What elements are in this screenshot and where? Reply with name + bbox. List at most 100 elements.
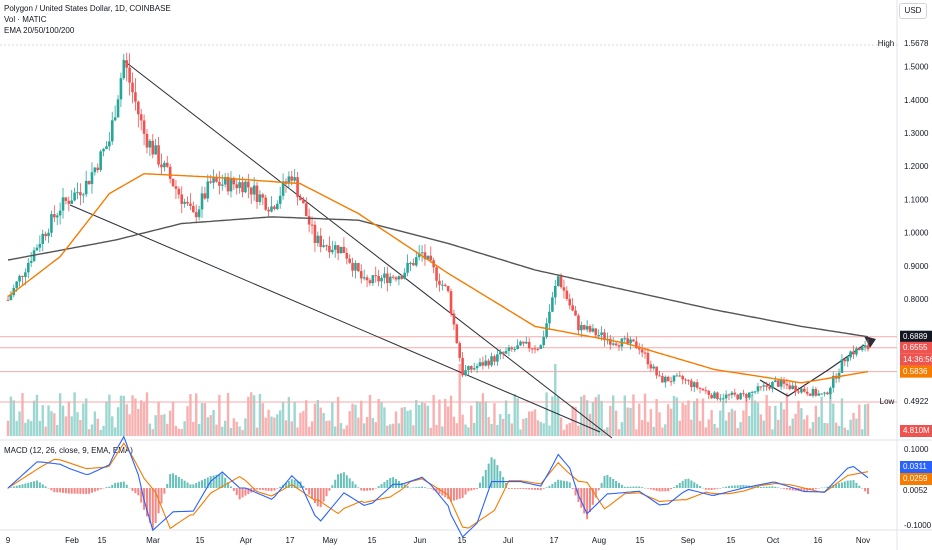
macd-histogram-bar: [568, 482, 571, 488]
candle: [756, 386, 760, 392]
volume-bar: [554, 364, 557, 436]
macd-histogram-bar: [591, 488, 594, 505]
macd-histogram-bar: [716, 488, 719, 489]
volume-bar: [646, 421, 650, 436]
volume-tag-bg: [900, 425, 932, 437]
channel-upper-trendline: [122, 59, 613, 439]
volume-bar: [316, 399, 320, 436]
candle: [316, 235, 320, 244]
candle: [739, 393, 742, 400]
macd-histogram-bar: [305, 488, 308, 491]
macd-histogram-bar: [198, 481, 201, 488]
candle: [313, 224, 317, 244]
ema-legend: EMA 20/50/100/200: [4, 26, 75, 35]
volume-bar: [386, 425, 389, 436]
macd-histogram-bar: [623, 486, 626, 488]
candle: [322, 245, 325, 247]
volume-bar: [568, 422, 571, 436]
time-axis-label: Apr: [240, 536, 253, 545]
macd-histogram-bar: [279, 486, 282, 488]
candle: [536, 348, 540, 350]
candle: [105, 146, 108, 149]
volume-bar: [137, 408, 140, 436]
ema-200-price-tag: 0.6889: [903, 332, 928, 341]
macd-histogram-bar: [858, 485, 861, 488]
macd-histogram-bar: [638, 486, 641, 488]
volume-bar: [470, 405, 473, 436]
macd-histogram-bar: [539, 488, 542, 491]
volume-bar: [209, 415, 212, 436]
volume-bar: [713, 423, 716, 436]
volume-bar: [771, 429, 774, 436]
volume-bar: [759, 414, 763, 436]
volume-bar: [44, 426, 47, 436]
macd-histogram-bar: [238, 488, 241, 500]
macd-histogram-bar: [334, 479, 337, 488]
volume-bar: [192, 422, 195, 436]
macd-histogram-bar: [852, 480, 855, 488]
candle: [203, 193, 207, 199]
macd-histogram-bar: [597, 488, 600, 491]
volume-bar: [354, 404, 357, 436]
macd-histogram-bar: [284, 482, 287, 488]
macd-histogram-bar: [302, 485, 305, 488]
volume-bar: [449, 395, 453, 436]
volume-bar: [701, 398, 705, 436]
macd-histogram-bar: [293, 479, 296, 488]
volume-bar: [417, 404, 421, 436]
volume-bar: [499, 414, 502, 436]
low-value: 0.4922: [904, 397, 929, 406]
volume-bar: [90, 424, 94, 436]
macd-histogram-bar: [513, 488, 516, 489]
macd-histogram-bar: [719, 488, 722, 489]
macd-histogram-bar: [736, 485, 739, 488]
macd-histogram-bar: [247, 488, 250, 495]
macd-histogram-bar: [366, 488, 369, 491]
volume-bar: [27, 419, 30, 436]
candle: [713, 392, 716, 399]
candle: [429, 255, 433, 261]
volume-bar: [678, 420, 681, 436]
candle: [241, 182, 244, 193]
volume-bar: [154, 415, 157, 436]
candle: [244, 181, 247, 193]
macd-histogram-bar: [215, 474, 218, 488]
macd-histogram-bar: [823, 487, 826, 489]
macd-histogram-bar: [791, 488, 794, 491]
time-axis-label: 17: [286, 536, 295, 545]
macd-histogram-bar: [308, 488, 311, 495]
volume-bar: [287, 397, 291, 436]
volume-bar: [730, 408, 734, 436]
volume-bar: [496, 424, 499, 436]
volume-bar: [669, 408, 673, 436]
volume-bar: [307, 426, 311, 436]
macd-histogram-bar: [201, 480, 204, 488]
volume-bar: [719, 410, 722, 436]
candle: [762, 385, 766, 387]
zigzag-drawing: [759, 344, 865, 397]
volume-bar: [426, 405, 430, 436]
volume-bar: [264, 417, 267, 436]
volume-bar: [843, 427, 847, 436]
macd-legend: MACD (12, 26, close, 9, EMA, EMA): [4, 446, 133, 455]
candle: [785, 383, 789, 386]
candle: [414, 257, 418, 266]
macd-histogram-bar: [522, 488, 525, 490]
candle: [617, 345, 621, 347]
candle: [383, 273, 386, 278]
currency-selector[interactable]: USD: [899, 3, 927, 19]
candle: [426, 255, 430, 260]
macd-histogram-bar: [664, 488, 667, 492]
candle: [814, 389, 818, 396]
volume-bar: [76, 412, 79, 436]
macd-histogram-bar: [571, 488, 574, 489]
macd-histogram-bar: [728, 485, 731, 488]
candle: [658, 375, 661, 377]
volume-bar: [12, 400, 15, 436]
volume-bar: [371, 418, 375, 436]
time-axis-label: 15: [727, 536, 736, 545]
candle: [623, 338, 627, 340]
macd-histogram-bar: [574, 488, 577, 496]
candle: [171, 178, 175, 187]
